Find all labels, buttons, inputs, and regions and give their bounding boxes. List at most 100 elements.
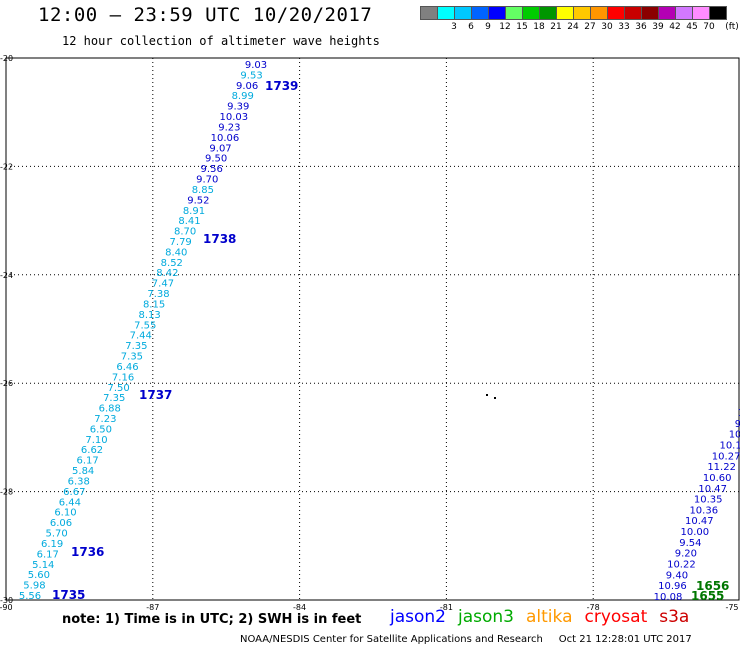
track1-value: 7.23: [94, 414, 116, 425]
track1-value: 6.06: [50, 518, 72, 529]
legend-label: 21: [550, 22, 562, 32]
track1-time-label: 1735: [52, 588, 85, 602]
satellite-altika: altika: [526, 607, 573, 627]
track1-value: 6.17: [37, 549, 59, 560]
track1-value: 7.35: [121, 352, 143, 363]
track1-value: 6.10: [54, 508, 76, 519]
track1-value: 5.98: [23, 581, 45, 592]
track1-value: 8.85: [192, 185, 214, 196]
legend-label: 70: [703, 22, 715, 32]
track2-value: 9.: [735, 419, 740, 430]
track2-value: 10.08: [654, 592, 683, 603]
legend-label: 15: [516, 22, 528, 32]
track1-value: 7.38: [147, 289, 169, 300]
track2-value: 10: [738, 408, 740, 419]
lon-tick-label: -81: [440, 603, 453, 612]
track2-value: 10.96: [658, 581, 687, 592]
lat-tick-label: -24: [0, 271, 13, 280]
track1-value: 7.79: [170, 237, 192, 248]
page-title: 12:00 — 23:59 UTC 10/20/2017: [38, 4, 373, 26]
track2-value: 10.47: [685, 516, 714, 527]
color-scale-legend: 3 6 9 12 15 18 21 24 27 30 33 36 39 42 45 70 (ft): [420, 6, 739, 32]
legend-label: 27: [584, 22, 596, 32]
lon-tick-label: -78: [587, 603, 600, 612]
track1-value: 6.50: [90, 424, 112, 435]
legend-label: 30: [601, 22, 613, 32]
track1-value: 9.52: [187, 195, 209, 206]
track1-value: 8.40: [165, 247, 187, 258]
track2-value: 10.1: [719, 440, 740, 451]
track1-value: 7.16: [112, 372, 134, 383]
track1-value: 9.23: [218, 122, 240, 133]
lon-tick-label: -84: [293, 603, 306, 612]
satellite-s3a: s3a: [659, 607, 690, 627]
track1-value: 6.62: [81, 445, 103, 456]
map-dot: [494, 397, 496, 399]
legend-label: 3: [451, 22, 457, 32]
track2-value: 11.22: [707, 462, 736, 473]
lat-tick-label: -26: [0, 379, 13, 388]
satellite-cryosat: cryosat: [584, 607, 648, 627]
track1-value: 10.03: [220, 112, 249, 123]
lat-tick-label: -20: [0, 54, 13, 63]
track2-value: 9.40: [666, 570, 688, 581]
track1-value: 5.56: [19, 591, 41, 602]
track1-value: 6.17: [76, 456, 98, 467]
legend-label: 42: [669, 22, 681, 32]
legend-swatches: [420, 6, 727, 20]
track1-value: 9.03: [245, 60, 267, 71]
track1-value: 8.52: [161, 258, 183, 269]
track1-value: 6.38: [68, 476, 90, 487]
track1-value: 8.41: [178, 216, 200, 227]
track1-value: 7.47: [152, 279, 174, 290]
track1-value: 9.07: [209, 143, 231, 154]
lon-tick-label: -75: [725, 603, 738, 612]
track1-time-label: 1738: [203, 232, 236, 246]
track1-value: 6.88: [99, 404, 121, 415]
legend-label: 45: [686, 22, 698, 32]
track2-value: 10.27: [712, 451, 740, 462]
legend-label: 6: [468, 22, 474, 32]
legend-label: 9: [485, 22, 491, 32]
track1-value: 6.19: [41, 539, 63, 550]
legend-label: 24: [567, 22, 579, 32]
map-dot: [486, 394, 488, 396]
track2-value: 10.35: [694, 495, 723, 506]
track2-value: 10.36: [689, 505, 718, 516]
track2-value: 10.47: [698, 484, 727, 495]
track1-value: 9.53: [240, 70, 262, 81]
track1-value: 7.50: [107, 383, 129, 394]
lon-tick-label: -87: [146, 603, 159, 612]
track1-value: 9.70: [196, 175, 218, 186]
satellite-jason2: jason2: [390, 607, 446, 627]
lat-tick-label: -28: [0, 488, 13, 497]
track1-value: 10.06: [211, 133, 240, 144]
track1-value: 8.91: [183, 206, 205, 217]
legend-label: 36: [635, 22, 647, 32]
satellite-jason3: jason3: [458, 607, 514, 627]
track1-value: 9.06: [236, 81, 258, 92]
credit-line: NOAA/NESDIS Center for Satellite Applica…: [240, 634, 692, 645]
track1-value: 5.60: [28, 570, 50, 581]
generated-timestamp: Oct 21 12:28:01 UTC 2017: [558, 634, 692, 645]
track2-value: 10.60: [703, 473, 732, 484]
legend-label: 18: [533, 22, 545, 32]
track2-time-label: 1656: [696, 579, 729, 593]
track1-value: 9.56: [201, 164, 223, 175]
track2-value: 10.22: [667, 560, 696, 571]
track2-value: 9.54: [679, 538, 701, 549]
track1-value: 7.55: [134, 320, 156, 331]
legend-label: 12: [499, 22, 511, 32]
track1-value: 8.15: [143, 299, 165, 310]
track2-value: 10.00: [681, 527, 710, 538]
legend-swatch: [709, 6, 727, 20]
track1-value: 8.42: [156, 268, 178, 279]
track1-value: 7.44: [130, 331, 152, 342]
axis-ticks: -90 -87 -84 -81 -78 -75 -20 -22 -24 -26 -28 -30: [0, 54, 739, 612]
track1-time-label: 1737: [139, 388, 172, 402]
lat-tick-label: -30: [0, 596, 13, 605]
track1-value: 6.67: [63, 487, 85, 498]
track2-value: 10: [729, 430, 740, 441]
track1-value: 7.35: [125, 341, 147, 352]
